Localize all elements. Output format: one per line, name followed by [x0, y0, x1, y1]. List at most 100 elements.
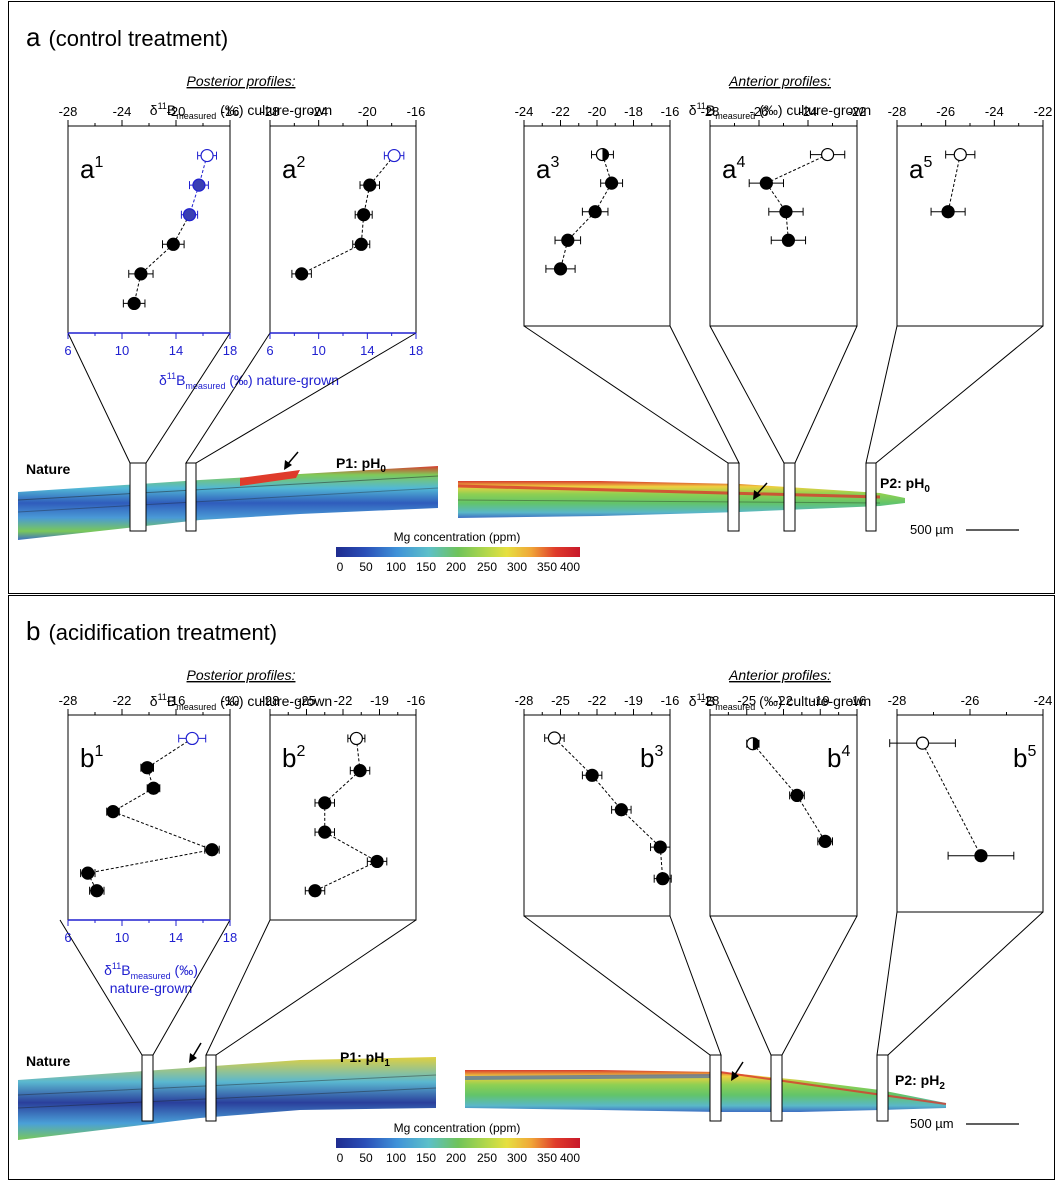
- bottom-axis-tick-label: 10: [115, 343, 129, 358]
- top-axis-tick-label: -25: [737, 693, 756, 708]
- colorbar-tick: 50: [359, 560, 373, 574]
- fossil-section-b-anterior: [465, 1070, 946, 1112]
- data-point: [107, 806, 119, 818]
- panel-a-heading: a (control treatment): [26, 22, 228, 52]
- top-axis-tick-label: -10: [221, 693, 240, 708]
- chart-a4: -28 -26 -24 -22a4: [701, 104, 867, 326]
- sample-window-a1: [130, 463, 146, 531]
- bottom-axis-tick-label: 6: [64, 343, 71, 358]
- data-point: [760, 177, 772, 189]
- colorbar-tick: 400: [560, 560, 580, 574]
- colorbar-tick: 150: [416, 1151, 436, 1165]
- top-axis-tick-label: -16: [221, 104, 240, 119]
- top-axis-tick-label: -18: [624, 104, 643, 119]
- top-axis-tick-label: -20: [588, 104, 607, 119]
- top-axis-tick-label: -22: [113, 693, 132, 708]
- chart-b2: -28 -25 -22 -19 -16b2: [261, 693, 426, 920]
- top-axis-tick-label: -19: [624, 693, 643, 708]
- top-axis-tick-label: -19: [370, 693, 389, 708]
- top-axis-tick-label: -22: [588, 693, 607, 708]
- data-point: [128, 297, 140, 309]
- data-point: [654, 841, 666, 853]
- colorbar-title-a: Mg concentration (ppm): [394, 530, 521, 544]
- colorbar-ticks-a: 0 50 100 150 200 250 300 350 400: [337, 560, 581, 574]
- sample-window-b2: [206, 1055, 216, 1121]
- data-point: [135, 268, 147, 280]
- bottom-axis-tick-label: 14: [360, 343, 374, 358]
- colorbar-ticks-b: 0 50 100 150 200 250 300 350 400: [337, 1151, 581, 1165]
- top-axis-tick-label: -28: [888, 104, 907, 119]
- sample-window-b5: [877, 1055, 888, 1121]
- top-axis-tick-label: -26: [750, 104, 769, 119]
- chart-b4: -28 -25 -22 -19 -16b4: [701, 693, 867, 916]
- data-point: [606, 177, 618, 189]
- data-point: [350, 732, 362, 744]
- data-point: [354, 765, 366, 777]
- top-axis-tick-label: -22: [1034, 104, 1053, 119]
- data-point: [91, 885, 103, 897]
- bottom-axis-tick-label: 18: [223, 930, 237, 945]
- top-axis-tick-label: -24: [113, 104, 132, 119]
- top-axis-tick-label: -25: [551, 693, 570, 708]
- colorbar-title-b: Mg concentration (ppm): [394, 1121, 521, 1135]
- top-axis-tick-label: -24: [799, 104, 818, 119]
- chart-b5: -28 -26 -24b5: [888, 693, 1053, 912]
- fossil-section-b-posterior: [18, 1057, 436, 1140]
- p2-label-a: P2: pH0: [880, 475, 930, 495]
- data-point: [358, 209, 370, 221]
- zoom-connector-a4: [710, 326, 857, 463]
- anterior-title-b: Anterior profiles:: [728, 667, 831, 683]
- data-point: [917, 737, 929, 749]
- arrow-a-posterior: [284, 452, 298, 470]
- chart-b1: -28 -22 -16 -10 6 10 14 18 b1: [59, 693, 240, 945]
- colorbar-tick: 300: [507, 560, 527, 574]
- data-point: [562, 234, 574, 246]
- sample-window-b3: [710, 1055, 721, 1121]
- data-point: [371, 855, 383, 867]
- top-axis-tick-label: -26: [961, 693, 980, 708]
- anterior-title-a: Anterior profiles:: [728, 73, 831, 89]
- posterior-title-b: Posterior profiles:: [187, 667, 296, 683]
- nature-label-b: Nature: [26, 1053, 71, 1069]
- arrow-b-posterior: [189, 1043, 201, 1063]
- data-point: [819, 835, 831, 847]
- top-axis-tick-label: -22: [774, 693, 793, 708]
- colorbar-tick: 350: [537, 560, 557, 574]
- data-point: [780, 206, 792, 218]
- data-point: [388, 150, 400, 162]
- chart-a5: -28 -26 -24 -22 a5: [888, 104, 1053, 326]
- data-point: [555, 263, 567, 275]
- top-axis-tick-label: -16: [407, 693, 426, 708]
- data-point: [201, 150, 213, 162]
- data-point: [148, 782, 160, 794]
- fossil-section-a-posterior: [18, 466, 438, 540]
- nature-label-a: Nature: [26, 461, 71, 477]
- chart-b3: -28 -25 -22 -19 -16 b3: [515, 693, 680, 916]
- colorbar-tick: 0: [337, 560, 344, 574]
- bottom-axis-tick-label: 18: [223, 343, 237, 358]
- top-axis-tick-label: -24: [1034, 693, 1053, 708]
- top-axis-tick-label: -16: [848, 693, 867, 708]
- zoom-connector-a2: [186, 333, 416, 463]
- top-axis-tick-label: -20: [167, 104, 186, 119]
- bottom-axis-tick-label: 10: [311, 343, 325, 358]
- data-point: [141, 762, 153, 774]
- scalebar-label-b: 500 µm: [910, 1116, 954, 1131]
- nature-axis-title-a: δ11Bmeasured (‰) nature-grown: [159, 371, 339, 391]
- top-axis-tick-label: -22: [848, 104, 867, 119]
- data-point: [548, 732, 560, 744]
- colorbar-tick: 250: [477, 560, 497, 574]
- top-axis-tick-label: -28: [261, 693, 280, 708]
- top-axis-tick-label: -22: [551, 104, 570, 119]
- colorbar-tick: 50: [359, 1151, 373, 1165]
- sample-window-a4: [784, 463, 795, 531]
- top-axis-tick-label: -28: [888, 693, 907, 708]
- chart-a3: -24 -22 -20 -18 -16 a3: [515, 104, 680, 326]
- top-axis-tick-label: -19: [811, 693, 830, 708]
- nature-axis-title-b: δ11Bmeasured (‰): [104, 961, 198, 981]
- sample-window-a2: [186, 463, 196, 531]
- posterior-title-a: Posterior profiles:: [187, 73, 296, 89]
- zoom-connector-a1: [68, 333, 230, 463]
- data-point: [589, 206, 601, 218]
